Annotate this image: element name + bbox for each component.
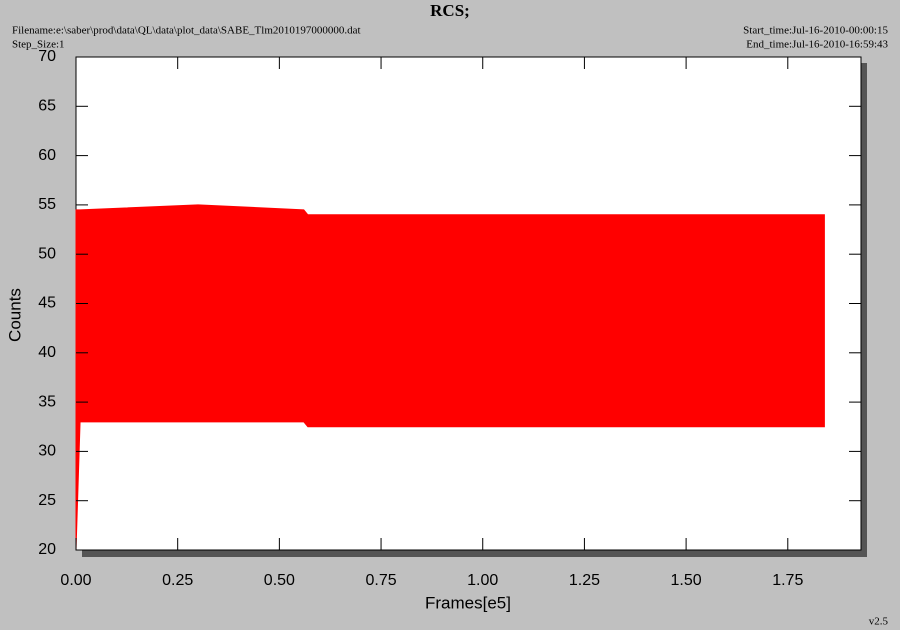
x-tick-label: 0.75	[365, 572, 396, 589]
y-tick-label: 70	[38, 48, 56, 65]
y-tick-label: 25	[38, 492, 56, 509]
y-tick-label: 30	[38, 443, 56, 460]
y-tick-label: 50	[38, 245, 56, 262]
y-tick-label: 40	[38, 344, 56, 361]
y-tick-label: 45	[38, 295, 56, 312]
end-time: End_time:Jul-16-2010-16:59:43	[746, 39, 888, 51]
y-tick-label: 55	[38, 196, 56, 213]
x-tick-label: 1.00	[467, 572, 498, 589]
y-axis-label: Counts	[5, 288, 24, 342]
x-tick-label: 1.25	[569, 572, 600, 589]
x-axis-label: Frames[e5]	[425, 593, 511, 612]
y-tick-label: 60	[38, 147, 56, 164]
x-tick-label: 0.25	[162, 572, 193, 589]
step-size: Step_Size:1	[12, 39, 65, 51]
x-tick-label: 1.75	[772, 572, 803, 589]
y-tick-label: 35	[38, 393, 56, 410]
x-tick-label: 0.00	[60, 572, 91, 589]
version: v2.5	[869, 616, 889, 628]
y-tick-label: 20	[38, 541, 56, 558]
x-tick-label: 0.50	[264, 572, 295, 589]
y-tick-label: 65	[38, 98, 56, 115]
x-tick-label: 1.50	[671, 572, 702, 589]
start-time: Start_time:Jul-16-2010-00:00:15	[743, 25, 888, 37]
filename: Filename:e:\saber\prod\data\QL\data\plot…	[12, 25, 361, 37]
data-band	[75, 204, 825, 551]
chart-title: RCS;	[430, 1, 470, 20]
